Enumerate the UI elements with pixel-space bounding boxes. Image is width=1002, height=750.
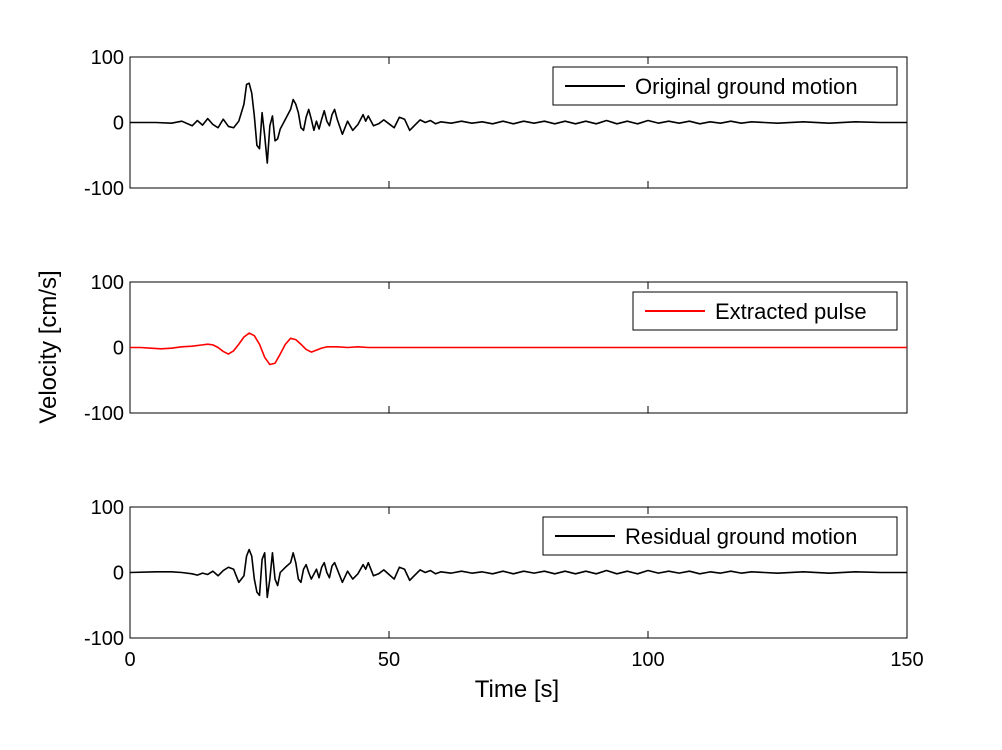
- y-tick-label: 0: [113, 338, 124, 360]
- y-axis-label: Velocity [cm/s]: [35, 270, 62, 423]
- series-line-extracted-pulse: [130, 332, 907, 366]
- legend: Extracted pulse: [632, 291, 898, 331]
- legend-label: Extracted pulse: [715, 299, 867, 324]
- x-tick-label: 0: [124, 649, 135, 671]
- y-tick-label: -100: [84, 628, 124, 650]
- y-tick-label: -100: [84, 403, 124, 425]
- x-tick-label: 50: [378, 649, 400, 671]
- y-tick-label: 0: [113, 563, 124, 585]
- x-tick-label: 100: [631, 649, 664, 671]
- legend-label: Residual ground motion: [625, 524, 857, 549]
- x-tick-label: 150: [890, 649, 923, 671]
- series-line-residual-ground-motion: [129, 548, 907, 599]
- x-axis-label: Time [s]: [475, 676, 559, 703]
- y-tick-label: -100: [84, 178, 124, 200]
- y-tick-label: 100: [91, 47, 124, 69]
- y-tick-label: 100: [91, 497, 124, 519]
- chart-panel-1: 100 0 -100 Original ground motion: [84, 47, 908, 200]
- chart-panel-2: 100 0 -100 Extracted pulse: [84, 272, 908, 425]
- y-tick-label: 0: [113, 113, 124, 135]
- series-line-original-ground-motion: [130, 82, 907, 164]
- y-tick-label: 100: [91, 272, 124, 294]
- legend-label: Original ground motion: [635, 74, 858, 99]
- legend: Original ground motion: [552, 66, 898, 106]
- legend: Residual ground motion: [542, 516, 898, 556]
